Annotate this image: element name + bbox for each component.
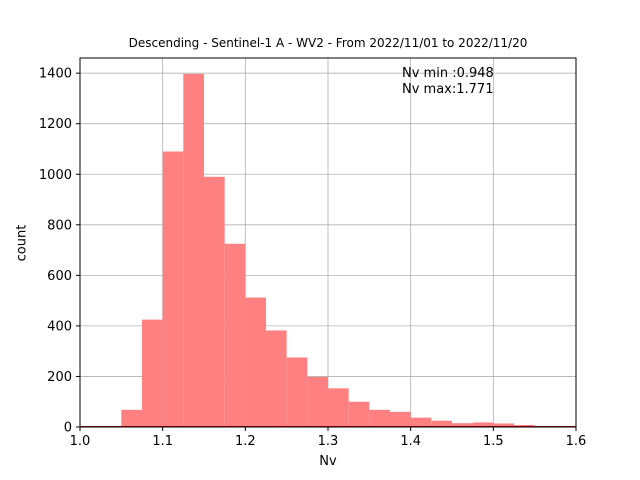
histogram-bar (307, 376, 328, 427)
histogram-bar (142, 319, 163, 427)
y-tick-label: 1200 (39, 117, 72, 132)
histogram-bar (452, 423, 473, 427)
y-tick-label: 800 (47, 218, 72, 233)
x-tick-label: 1.1 (152, 434, 173, 449)
tick-labels: 1.0 1.1 1.2 1.3 1.4 1.5 1.6 0 200 400 600 800 1000 12… (39, 67, 586, 449)
histogram-bar (369, 409, 390, 427)
histogram-bar (431, 420, 452, 427)
nv-min-annotation: Nv min :0.948 (402, 66, 494, 81)
histogram-bar (348, 401, 370, 427)
histogram-bar (162, 151, 184, 427)
nv-max-annotation: Nv max:1.771 (402, 82, 494, 97)
x-tick-label: 1.3 (318, 434, 339, 449)
x-tick-label: 1.5 (483, 434, 504, 449)
x-tick-label: 1.2 (235, 434, 256, 449)
y-tick-label: 600 (47, 269, 72, 284)
histogram-bar (245, 297, 266, 427)
x-tick-label: 1.6 (566, 434, 587, 449)
x-axis-label: Nv (319, 454, 337, 469)
y-tick-label: 1400 (39, 67, 72, 82)
y-tick-label: 0 (64, 421, 72, 436)
histogram-bar (224, 243, 246, 427)
y-tick-label: 400 (47, 319, 72, 334)
histogram-bar (410, 417, 432, 427)
histogram-bar (183, 73, 204, 427)
x-tick-label: 1.4 (400, 434, 421, 449)
histogram-bar (121, 409, 142, 427)
y-tick-label: 1000 (39, 168, 72, 183)
histogram-bar (286, 357, 308, 427)
y-axis-label: count (14, 224, 30, 262)
y-tick-label: 200 (47, 370, 72, 385)
histogram-bar (266, 330, 287, 427)
histogram-bar (472, 422, 494, 427)
histogram-bar (514, 424, 535, 427)
histogram-bar (390, 411, 411, 427)
chart-title: Descending - Sentinel-1 A - WV2 - From 2… (128, 36, 528, 50)
histogram-bar (493, 423, 514, 427)
histogram-bar (328, 388, 349, 427)
histogram-bar (204, 176, 225, 427)
x-tick-label: 1.0 (70, 434, 91, 449)
histogram-bars (80, 73, 576, 427)
